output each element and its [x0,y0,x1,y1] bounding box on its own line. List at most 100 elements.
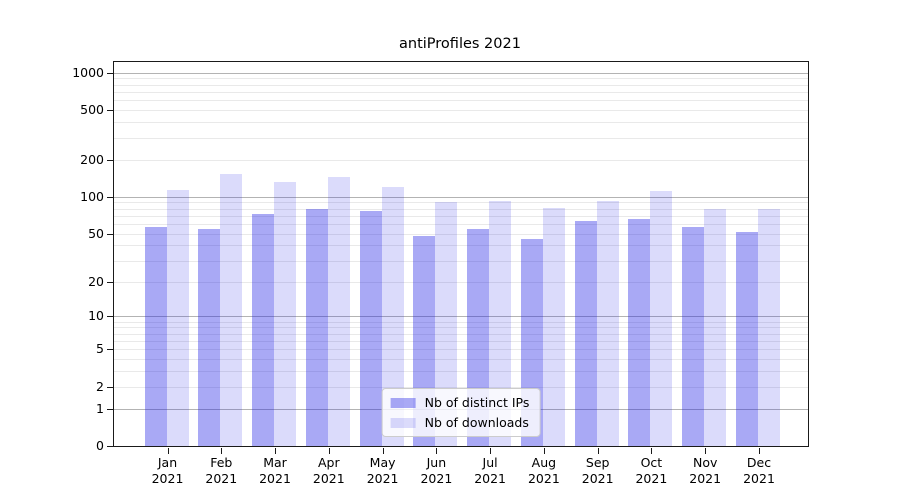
gridline-minor-3 [114,371,808,373]
legend-item-downloads: Nb of downloads [390,415,530,430]
x-axis-tick-apr-2021 [328,448,330,454]
bar-nb-of-distinct-ips-oct-2021 [628,218,651,446]
x-axis-tick-label-jun-2021: Jun 2021 [420,455,453,486]
gridline-minor-80 [114,208,808,210]
gridline-minor-40 [114,245,808,247]
gridline-minor-7 [114,333,808,335]
legend-swatch-distinct-ips [390,397,416,408]
gridline-minor-50 [114,233,808,235]
bar-nb-of-downloads-aug-2021 [542,207,565,446]
gridline-minor-200 [114,159,808,161]
y-axis-tick-label-50: 50 [88,225,104,241]
legend: Nb of distinct IPs Nb of downloads [381,388,541,437]
bar-nb-of-downloads-jul-2021 [489,201,512,446]
y-axis-tick-100 [107,196,113,198]
y-axis-tick-label-1000: 1000 [72,64,104,80]
x-axis-tick-may-2021 [382,448,384,454]
x-axis-tick-jun-2021 [436,448,438,454]
bar-nb-of-downloads-nov-2021 [704,208,727,446]
y-axis-tick-200 [107,159,113,161]
bar-nb-of-distinct-ips-mar-2021 [252,214,274,446]
x-axis-tick-dec-2021 [759,448,760,454]
x-axis-tick-label-may-2021: May 2021 [366,455,399,486]
bar-nb-of-downloads-jan-2021 [166,190,189,446]
x-axis-tick-label-dec-2021: Dec 2021 [743,455,775,486]
bar-nb-of-distinct-ips-may-2021 [359,211,382,446]
gridline-major-10 [114,316,808,318]
x-axis-tick-jul-2021 [490,448,492,454]
x-axis-tick-feb-2021 [221,448,223,454]
bar-nb-of-downloads-mar-2021 [274,182,296,446]
y-axis-tick-50 [107,233,113,235]
y-axis-tick-2 [107,386,113,388]
gridline-minor-90 [114,202,808,204]
y-axis-tick-0 [107,446,113,447]
bar-nb-of-downloads-jun-2021 [435,201,458,446]
x-axis-tick-aug-2021 [543,448,545,454]
plot-area: Nb of distinct IPs Nb of downloads 1000 5… [72,61,809,486]
x-axis-tick-label-aug-2021: Aug 2021 [527,455,560,486]
gridline-minor-6 [114,340,808,342]
gridline-minor-60 [114,223,808,225]
y-axis-tick-label-20: 20 [88,273,104,289]
y-axis-tick-label-0: 0 [96,438,104,453]
legend-label-distinct-ips: Nb of distinct IPs [424,395,530,410]
gridline-minor-30 [114,260,808,262]
x-axis-tick-sep-2021 [597,448,599,454]
x-axis-tick-oct-2021 [651,448,653,454]
bar-nb-of-downloads-apr-2021 [327,176,350,446]
y-axis-tick-label-10: 10 [88,308,104,324]
x-axis-tick-label-feb-2021: Feb 2021 [205,455,238,486]
bar-nb-of-distinct-ips-sep-2021 [574,221,597,446]
legend-swatch-downloads [390,417,416,428]
bar-nb-of-downloads-oct-2021 [650,191,673,446]
y-axis-tick-10 [107,316,113,318]
x-axis-tick-mar-2021 [275,448,276,454]
gridline-minor-900 [114,78,808,80]
bar-nb-of-distinct-ips-apr-2021 [305,208,328,446]
gridline-minor-70 [114,215,808,217]
y-axis-tick-20 [107,281,113,283]
x-axis-tick-label-nov-2021: Nov 2021 [689,455,722,486]
y-axis-tick-1000 [107,72,113,74]
y-axis-tick-label-1: 1 [96,400,104,416]
gridline-minor-8 [114,327,808,329]
gridline-minor-600 [114,100,808,102]
gridline-minor-9 [114,321,808,323]
x-axis-tick-nov-2021 [705,448,707,454]
legend-item-distinct-ips: Nb of distinct IPs [390,395,530,410]
x-axis-tick-label-mar-2021: Mar 2021 [259,455,291,486]
bar-nb-of-distinct-ips-nov-2021 [682,226,705,446]
bar-nb-of-distinct-ips-dec-2021 [736,231,758,446]
gridline-minor-400 [114,122,808,124]
gridline-minor-2 [114,386,808,388]
bar-nb-of-downloads-feb-2021 [220,174,243,446]
gridline-minor-500 [114,110,808,112]
y-axis-tick-5 [107,349,113,351]
y-axis-tick-label-200: 200 [80,151,104,167]
bar-nb-of-downloads-dec-2021 [758,209,780,446]
gridline-minor-20 [114,281,808,283]
gridline-minor-300 [114,137,808,139]
y-axis-tick-500 [107,110,113,112]
gridline-minor-800 [114,84,808,86]
bar-nb-of-distinct-ips-jan-2021 [144,226,167,446]
y-axis-tick-1 [107,408,113,410]
x-axis-tick-label-apr-2021: Apr 2021 [312,455,345,486]
y-axis-tick-label-100: 100 [80,188,104,204]
gridline-minor-5 [114,349,808,351]
x-axis-tick-label-jul-2021: Jul 2021 [474,455,506,486]
y-axis-tick-label-2: 2 [96,378,104,394]
gridline-minor-4 [114,359,808,360]
x-axis-tick-jan-2021 [167,448,169,454]
gridline-major-100 [114,196,808,198]
gridline-major-1000 [114,72,808,74]
bar-nb-of-downloads-may-2021 [381,186,404,446]
x-axis-tick-label-sep-2021: Sep 2021 [581,455,614,486]
legend-label-downloads: Nb of downloads [424,415,529,430]
bar-nb-of-downloads-sep-2021 [596,200,619,446]
y-axis-tick-label-500: 500 [80,102,104,118]
chart-title: antiProfiles 2021 [399,36,521,52]
x-axis-tick-label-jan-2021: Jan 2021 [151,455,184,486]
